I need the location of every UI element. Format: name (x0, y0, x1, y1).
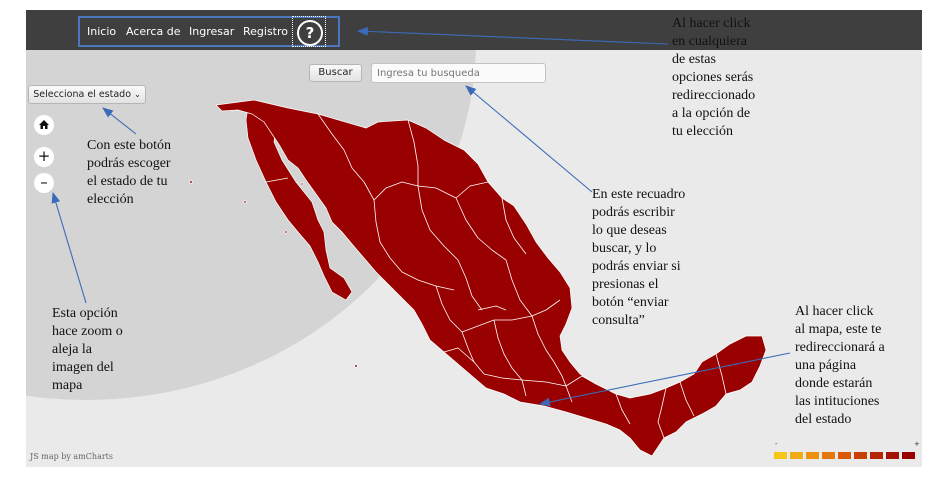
nav-link-ingresar[interactable]: Ingresar (189, 25, 235, 38)
island (189, 180, 193, 184)
legend-max-label: + (914, 440, 920, 448)
search-input[interactable] (371, 63, 546, 83)
island (354, 364, 358, 368)
help-icon[interactable]: ? (297, 20, 323, 46)
help-focus-outline (292, 16, 326, 47)
legend-swatch (790, 452, 803, 459)
mexico-map[interactable] (26, 10, 922, 467)
zoom-out-button[interactable]: – (34, 173, 54, 193)
search-button[interactable]: Buscar (309, 64, 362, 82)
legend-swatch (806, 452, 819, 459)
arrow-nav (356, 27, 669, 45)
arrow-map (538, 352, 791, 407)
arrow-zoom (51, 191, 87, 304)
annotation-nav: Al hacer click en cualquiera de estas op… (672, 16, 756, 139)
zoom-in-button[interactable]: + (34, 147, 54, 167)
nav-link-registro[interactable]: Registro (243, 25, 289, 38)
state-select-label: Selecciona el estado (33, 89, 132, 100)
legend-swatch (774, 452, 787, 459)
arrow-search (465, 85, 593, 193)
nav-link-acerca[interactable]: Acerca de (126, 25, 181, 38)
state-select[interactable]: Selecciona el estado ⌄ (28, 85, 146, 104)
island (284, 230, 288, 234)
legend-swatch (870, 452, 883, 459)
chevron-down-icon: ⌄ (134, 90, 141, 99)
navbar: Inicio Acerca de Ingresar Registro ? (26, 10, 922, 50)
island (300, 182, 304, 186)
annotation-select: Con este botón podrás escoger el estado … (87, 138, 171, 207)
arrow-select (102, 107, 137, 135)
baja-california (245, 106, 353, 301)
legend-swatch (902, 452, 915, 459)
legend-min-label: - (775, 440, 778, 448)
map-credit: JS map by amCharts (30, 452, 113, 461)
nav-link-inicio[interactable]: Inicio (87, 25, 117, 38)
legend-swatch (886, 452, 899, 459)
home-button[interactable] (34, 115, 54, 135)
legend-swatch (822, 452, 835, 459)
annotation-search: En este recuadro podrás escribir lo que … (592, 187, 686, 328)
island (243, 200, 247, 204)
legend-swatch (838, 452, 851, 459)
nav-highlight-box (78, 16, 340, 47)
annotation-map: Al hacer click al mapa, este te redirecc… (795, 304, 885, 427)
home-icon (39, 120, 49, 129)
legend-swatch (854, 452, 867, 459)
annotation-zoom: Esta opción hace zoom o aleja la imagen … (52, 306, 123, 393)
